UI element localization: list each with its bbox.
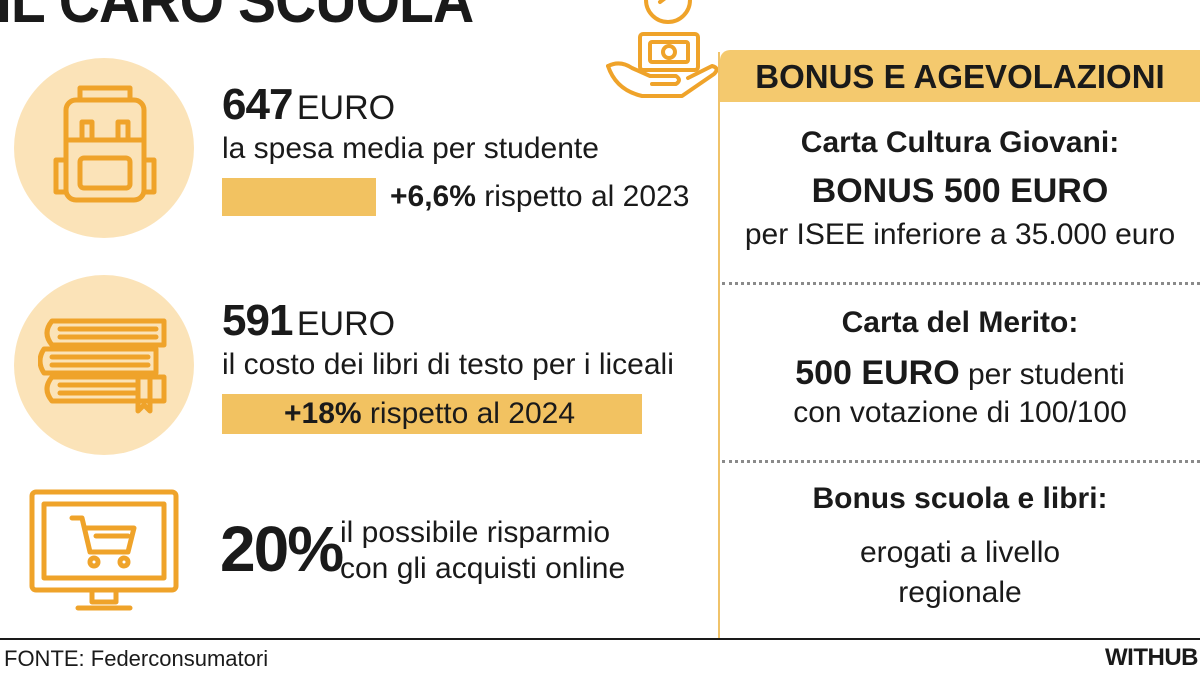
change-text: rispetto al 2023 — [475, 180, 690, 213]
panel-divider — [718, 52, 720, 640]
source-note: FONTE: Federconsumatori — [4, 646, 269, 671]
change-value: +6,6% — [390, 180, 476, 213]
stat-change: +18% rispetto al 2024 — [284, 397, 575, 431]
change-bar — [222, 394, 642, 434]
change-value: +18% — [284, 397, 362, 430]
stat-row-2: 591 EURO — [222, 296, 395, 346]
brand-logo: WITHUB — [1105, 644, 1198, 671]
bonus-1-title: Carta Cultura Giovani: — [800, 126, 1120, 159]
bonus-3-line-1: erogati a livello — [859, 536, 1061, 569]
bonus-2-amount-bold: 500 EURO — [795, 354, 960, 392]
stat-value: 591 — [222, 296, 293, 345]
stat-unit: EURO — [296, 89, 396, 127]
bonus-2-amount: 500 EURO per studenti — [720, 354, 1200, 393]
panel-separator — [722, 460, 1200, 463]
stat-change: +6,6% rispetto al 2023 — [390, 180, 689, 214]
stat-row-1: 647 EURO — [222, 80, 395, 130]
bonus-3-line-2: regionale — [898, 576, 1022, 609]
savings-percent: 20% — [220, 513, 344, 585]
change-text: rispetto al 2024 — [361, 397, 576, 430]
savings-line-1: il possibile risparmio — [340, 516, 611, 549]
change-bar — [222, 178, 376, 216]
bonus-3-title: Bonus scuola e libri: — [812, 482, 1108, 515]
backpack-icon — [50, 80, 160, 210]
bonus-2-condition: con votazione di 100/100 — [793, 396, 1127, 429]
stat-description: la spesa media per studente — [222, 132, 599, 165]
stat-value: 647 — [222, 80, 293, 129]
bonus-1-amount: BONUS 500 EURO — [811, 172, 1109, 210]
online-cart-monitor-icon — [28, 488, 180, 614]
panel-heading: BONUS E AGEVOLAZIONI — [755, 58, 1165, 95]
stat-description: il costo dei libri di testo per i liceal… — [222, 348, 674, 381]
bonus-2-amount-rest: per studenti — [959, 358, 1125, 391]
bonus-1-condition: per ISEE inferiore a 35.000 euro — [744, 218, 1176, 251]
bonus-2-title: Carta del Merito: — [841, 306, 1079, 339]
stat-unit: EURO — [296, 305, 396, 343]
books-icon — [38, 315, 172, 415]
savings-line-2: con gli acquisti online — [340, 552, 626, 585]
footer-rule — [0, 638, 1200, 640]
panel-header: BONUS E AGEVOLAZIONI — [720, 50, 1200, 102]
page-title: IL CARO SCUOLA — [0, 0, 474, 36]
hand-money-percent-icon — [606, 0, 724, 104]
panel-separator — [722, 282, 1200, 285]
